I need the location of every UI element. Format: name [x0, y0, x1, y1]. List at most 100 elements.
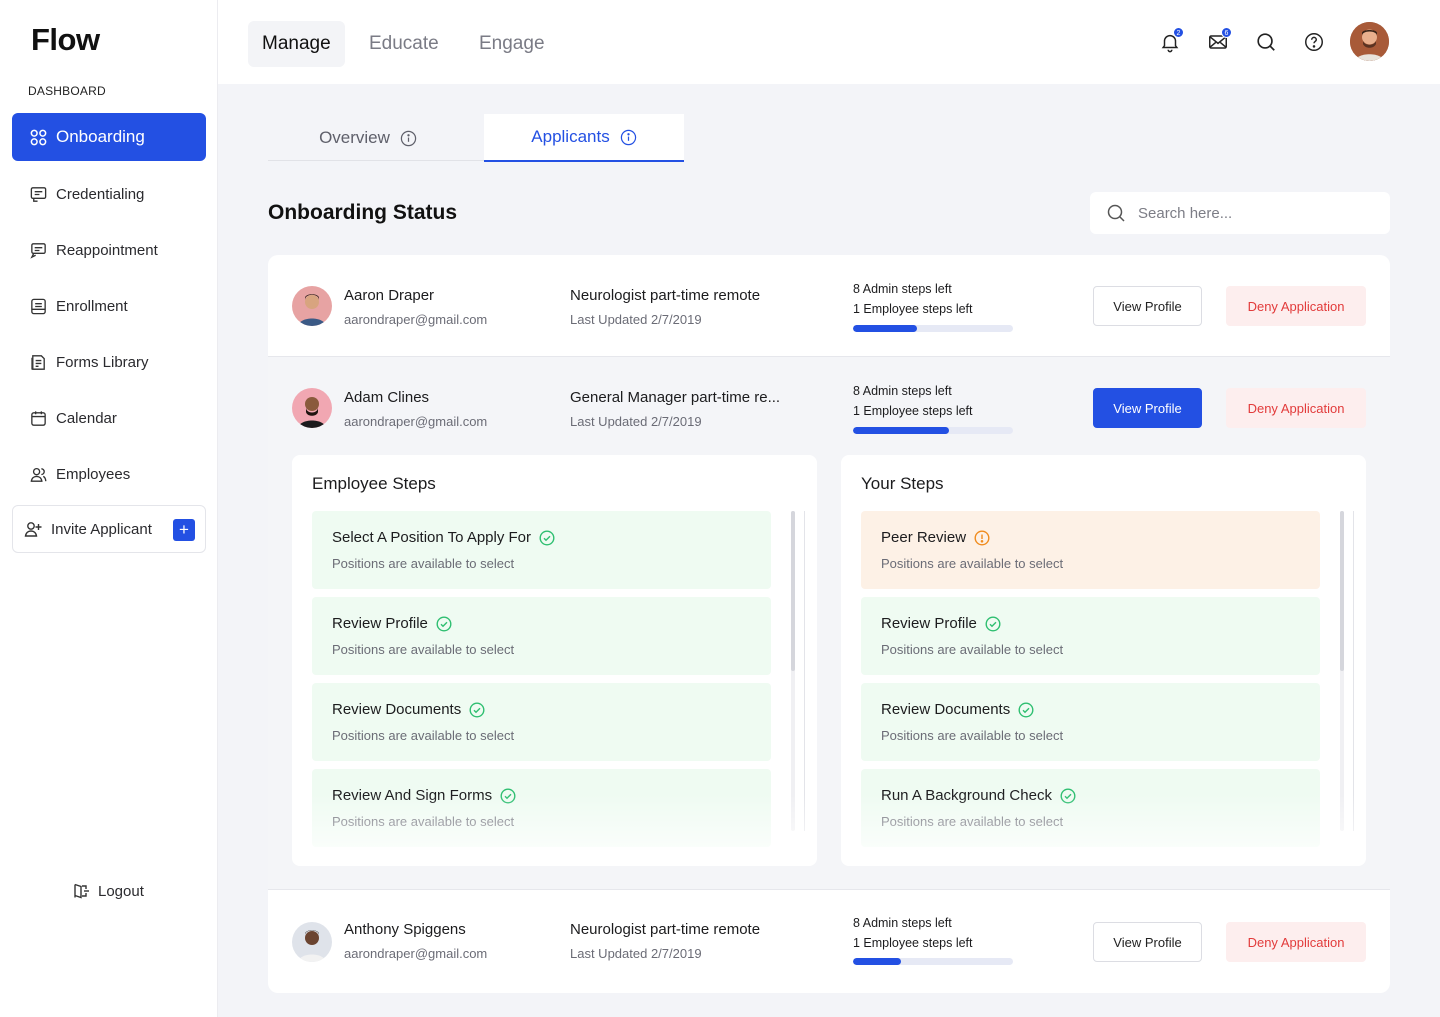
- tab-overview[interactable]: Overview: [268, 114, 468, 162]
- sidebar-item-onboarding[interactable]: Onboarding: [12, 113, 206, 161]
- check-circle-icon: [539, 529, 555, 546]
- progress-fill: [853, 325, 917, 332]
- applicant-position: Neurologist part-time remote: [570, 287, 761, 304]
- deny-application-button[interactable]: Deny Application: [1226, 922, 1366, 962]
- step-description: Positions are available to select: [332, 556, 515, 571]
- calendar-icon: [28, 408, 48, 428]
- sidebar-item-label: Employees: [56, 465, 131, 483]
- tab-manage[interactable]: Manage: [248, 21, 345, 67]
- tab-overview-label: Overview: [319, 128, 390, 147]
- progress-bar: [853, 427, 1013, 434]
- last-updated: Last Updated 2/7/2019: [570, 312, 702, 327]
- admin-steps: 8 Admin steps left: [853, 282, 952, 296]
- enrollment-icon: [28, 296, 48, 316]
- applicant-name: Anthony Spiggens: [344, 921, 466, 938]
- admin-steps: 8 Admin steps left: [853, 384, 952, 398]
- step-title: Run A Background Check: [881, 787, 1052, 804]
- step-title: Select A Position To Apply For: [332, 529, 532, 546]
- tab-applicants[interactable]: Applicants: [484, 114, 684, 162]
- messages-badge: 6: [1221, 27, 1232, 38]
- forms-icon: [28, 352, 48, 372]
- row-divider: [268, 356, 1390, 357]
- invite-label: Invite Applicant: [51, 520, 152, 538]
- step-description: Positions are available to select: [332, 642, 515, 657]
- step-card[interactable]: Review Documents Positions are available…: [861, 683, 1320, 761]
- step-description: Positions are available to select: [881, 556, 1064, 571]
- employee-steps: 1 Employee steps left: [853, 936, 973, 950]
- avatar: [292, 922, 332, 962]
- plus-icon[interactable]: +: [173, 519, 195, 541]
- notifications-button[interactable]: 2: [1158, 27, 1184, 54]
- step-title: Review Documents: [881, 701, 1011, 718]
- invite-applicant-button[interactable]: Invite Applicant +: [12, 505, 206, 553]
- logout-button[interactable]: Logout: [72, 882, 144, 900]
- sidebar-item-reappointment[interactable]: Reappointment: [12, 226, 206, 274]
- step-title: Review Documents: [332, 701, 462, 718]
- your-steps-panel: Your Steps Peer Review Positions are ava…: [841, 455, 1366, 866]
- credential-icon: [28, 184, 48, 204]
- tab-underline: [268, 160, 484, 161]
- search-icon: [1106, 203, 1126, 223]
- top-bar: Manage Educate Engage 2 6: [218, 0, 1440, 84]
- deny-application-button[interactable]: Deny Application: [1226, 388, 1366, 428]
- search-input[interactable]: [1138, 204, 1358, 222]
- step-title: Review Profile: [332, 615, 428, 632]
- progress-fill: [853, 958, 901, 965]
- scrollbar-thumb[interactable]: [791, 511, 795, 671]
- check-circle-icon: [985, 615, 1001, 632]
- sidebar-item-employees[interactable]: Employees: [12, 450, 206, 498]
- sidebar-item-credentialing[interactable]: Credentialing: [12, 170, 206, 218]
- step-card[interactable]: Review Profile Positions are available t…: [312, 597, 771, 675]
- step-description: Positions are available to select: [881, 814, 1064, 829]
- step-card[interactable]: Peer Review Positions are available to s…: [861, 511, 1320, 589]
- row-divider: [268, 889, 1390, 890]
- app-logo[interactable]: Flow: [31, 22, 100, 57]
- scrollbar-thumb[interactable]: [1340, 511, 1344, 671]
- check-circle-icon: [1018, 701, 1034, 718]
- step-title: Review Profile: [881, 615, 977, 632]
- step-card[interactable]: Review And Sign Forms Positions are avai…: [312, 769, 771, 847]
- sidebar-item-calendar[interactable]: Calendar: [12, 394, 206, 442]
- messages-button[interactable]: 6: [1206, 27, 1232, 54]
- step-card[interactable]: Select A Position To Apply For Positions…: [312, 511, 771, 589]
- employee-steps-panel: Employee Steps Select A Position To Appl…: [292, 455, 817, 866]
- step-title: Peer Review: [881, 529, 967, 546]
- check-circle-icon: [1060, 787, 1076, 804]
- applicant-email: aarondraper@gmail.com: [344, 312, 488, 327]
- search-box[interactable]: [1090, 192, 1390, 234]
- logout-label: Logout: [98, 882, 144, 900]
- help-button[interactable]: [1302, 30, 1326, 54]
- view-profile-button[interactable]: View Profile: [1093, 388, 1202, 428]
- sidebar: Flow DASHBOARD Onboarding Credentialing …: [0, 0, 218, 1017]
- sidebar-item-label: Onboarding: [56, 127, 145, 146]
- step-card[interactable]: Review Documents Positions are available…: [312, 683, 771, 761]
- page-title: Onboarding Status: [268, 201, 457, 224]
- sidebar-item-label: Credentialing: [56, 185, 145, 203]
- notifications-badge: 2: [1173, 27, 1184, 38]
- step-card[interactable]: Run A Background Check Positions are ava…: [861, 769, 1320, 847]
- applicant-name: Aaron Draper: [344, 287, 435, 304]
- scrollbar[interactable]: [1340, 511, 1344, 831]
- view-profile-button[interactable]: View Profile: [1093, 922, 1202, 962]
- last-updated: Last Updated 2/7/2019: [570, 414, 702, 429]
- table-row-expanded: Adam Clines aarondraper@gmail.com Genera…: [268, 357, 1390, 889]
- sidebar-item-enrollment[interactable]: Enrollment: [12, 282, 206, 330]
- user-avatar[interactable]: [1350, 22, 1389, 61]
- deny-application-button[interactable]: Deny Application: [1226, 286, 1366, 326]
- admin-steps: 8 Admin steps left: [853, 916, 952, 930]
- search-button[interactable]: [1254, 30, 1278, 54]
- step-card[interactable]: Review Profile Positions are available t…: [861, 597, 1320, 675]
- section-label: DASHBOARD: [28, 84, 106, 98]
- step-description: Positions are available to select: [332, 814, 515, 829]
- applicant-position: Neurologist part-time remote: [570, 921, 761, 938]
- scrollbar[interactable]: [791, 511, 795, 831]
- tab-educate[interactable]: Educate: [369, 33, 439, 54]
- users-icon: [28, 464, 48, 484]
- view-profile-button[interactable]: View Profile: [1093, 286, 1202, 326]
- tab-engage[interactable]: Engage: [479, 33, 545, 54]
- help-icon: [1305, 33, 1323, 51]
- info-icon: [620, 129, 637, 146]
- applicant-email: aarondraper@gmail.com: [344, 946, 488, 961]
- panel-divider: [804, 511, 805, 831]
- sidebar-item-forms-library[interactable]: Forms Library: [12, 338, 206, 386]
